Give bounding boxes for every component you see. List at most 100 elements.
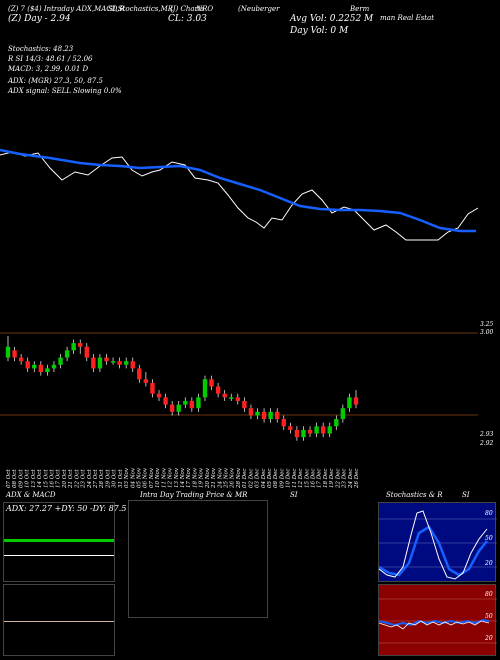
date-label: 10 Dec xyxy=(286,469,292,489)
date-label: 09 Oct xyxy=(18,469,24,488)
date-label: 10 Nov xyxy=(155,467,161,488)
rsi-lines xyxy=(379,598,497,644)
day-change: (Z) Day - 2.94 xyxy=(8,14,71,24)
candle-body xyxy=(5,346,11,358)
candle-body xyxy=(334,419,339,427)
header-company-b: Berm xyxy=(350,5,370,13)
date-label: 22 Oct xyxy=(74,469,80,489)
candle-body xyxy=(25,361,30,369)
date-label: 06 Nov xyxy=(143,467,149,488)
price-tick-4: 2.92 xyxy=(480,440,494,447)
stoch-d-line xyxy=(379,525,488,577)
candle-body xyxy=(84,346,89,358)
candle-body xyxy=(327,426,332,434)
header-indicators: SI,Stochastics,MR xyxy=(108,5,174,13)
intraday-panel xyxy=(128,500,268,618)
intraday-panel-title: Intra Day Trading Price & MR xyxy=(140,491,248,499)
rsi-line xyxy=(379,618,490,627)
macd-readout: MACD: 3, 2.99, 0.01 D xyxy=(8,65,89,73)
adx-panel-readout: ADX: 27.27 +DY: 50 -DY: 87.5 xyxy=(6,504,127,513)
date-label: 14 Nov xyxy=(180,467,186,488)
stoch-k-line xyxy=(379,510,488,580)
date-label: 20 Nov xyxy=(205,467,211,489)
date-label: 13 Oct xyxy=(31,469,37,488)
date-label: 24 Dec xyxy=(348,469,354,490)
candle-body xyxy=(281,419,286,427)
candles xyxy=(5,335,359,441)
date-label: 17 Oct xyxy=(56,469,62,488)
stoch-scale-50: 50 xyxy=(485,535,493,542)
candle-body xyxy=(45,368,50,373)
date-label: 20 Oct xyxy=(62,469,68,489)
header-company-a: (Neuberger xyxy=(238,5,280,13)
date-axis: 07 Oct 08 Oct 09 Oct 10 Oct 13 Oct 14 Oct 15 O… xyxy=(6,467,360,489)
candle-body xyxy=(268,411,273,420)
candle-body xyxy=(320,426,326,434)
candle-body xyxy=(117,361,122,365)
candle-body xyxy=(248,408,254,416)
date-label: 05 Dec xyxy=(267,469,273,489)
candle-body xyxy=(176,404,181,412)
candle-body xyxy=(353,397,359,405)
candle-body xyxy=(123,361,129,365)
candle-body xyxy=(242,400,247,409)
candle-body xyxy=(78,343,83,347)
header-title: (Z) 7 ($4) Intraday ADX,MACD,R xyxy=(8,5,125,13)
date-label: 08 Dec xyxy=(273,469,279,489)
candle-body xyxy=(183,400,188,405)
date-label: 21 Nov xyxy=(211,467,217,489)
date-label: 23 Oct xyxy=(81,469,87,489)
date-label: 07 Nov xyxy=(149,467,155,488)
header-symbol: NRO xyxy=(196,5,214,13)
candle-body xyxy=(215,386,221,394)
date-label: 12 Dec xyxy=(298,469,304,489)
rsi-scale-20: 20 xyxy=(485,635,493,642)
candle-body xyxy=(255,411,260,416)
date-label: 09 Dec xyxy=(279,469,285,489)
candle-body xyxy=(294,429,300,438)
candle-body xyxy=(288,426,293,430)
date-label: 19 Dec xyxy=(329,469,335,489)
candle-body xyxy=(97,357,103,369)
candle-body xyxy=(38,364,44,373)
plus-di-line xyxy=(4,539,114,542)
date-label: 05 Nov xyxy=(137,467,143,488)
stoch-readout: Stochastics: 48.23 xyxy=(8,45,74,53)
candle-body xyxy=(12,350,17,358)
rsi-readout: R SI 14/3: 48.61 / 52.06 xyxy=(8,55,93,63)
date-label: 12 Nov xyxy=(168,467,174,488)
adx-readout: ADX: (MGR) 27.3, 50, 87.5 xyxy=(8,77,103,85)
candle-body xyxy=(307,429,313,434)
candle-body xyxy=(275,411,280,420)
grid-lines xyxy=(0,332,478,416)
candle-body xyxy=(137,368,142,380)
avg-volume: Avg Vol: 0.2252 M xyxy=(290,14,374,24)
adx-line xyxy=(4,555,114,556)
date-label: 27 Oct xyxy=(93,469,99,489)
date-label: 01 Dec xyxy=(242,469,248,489)
date-label: 14 Oct xyxy=(37,469,43,488)
intraday-panel-title-si: SI xyxy=(290,491,298,499)
candle-body xyxy=(209,379,214,387)
date-label: 28 Oct xyxy=(99,469,105,489)
candle-body xyxy=(71,343,76,351)
date-label: 08 Oct xyxy=(12,469,18,488)
close-label: CL: 3.03 xyxy=(168,14,207,24)
date-label: 16 Oct xyxy=(50,469,56,488)
date-label: 26 Dec xyxy=(354,469,360,490)
candle-body xyxy=(235,397,241,401)
price-line xyxy=(0,151,479,241)
candle-body xyxy=(110,361,116,363)
candle-body xyxy=(156,393,162,398)
stochastics-panel: 80 50 20 xyxy=(378,502,497,582)
candle-body xyxy=(229,397,234,399)
price-tick-2: 3.00 xyxy=(480,329,494,336)
date-label: 18 Dec xyxy=(323,469,329,489)
signal-readout: ADX signal: SELL Slowing 0.0% xyxy=(8,87,122,95)
rsi-panel: 80 50 20 xyxy=(378,584,497,656)
date-label: 03 Nov xyxy=(124,467,130,488)
date-label: 26 Nov xyxy=(230,467,236,489)
date-label: 02 Dec xyxy=(248,469,254,489)
date-label: 23 Dec xyxy=(342,469,348,490)
stoch-scale-80: 80 xyxy=(485,510,493,517)
